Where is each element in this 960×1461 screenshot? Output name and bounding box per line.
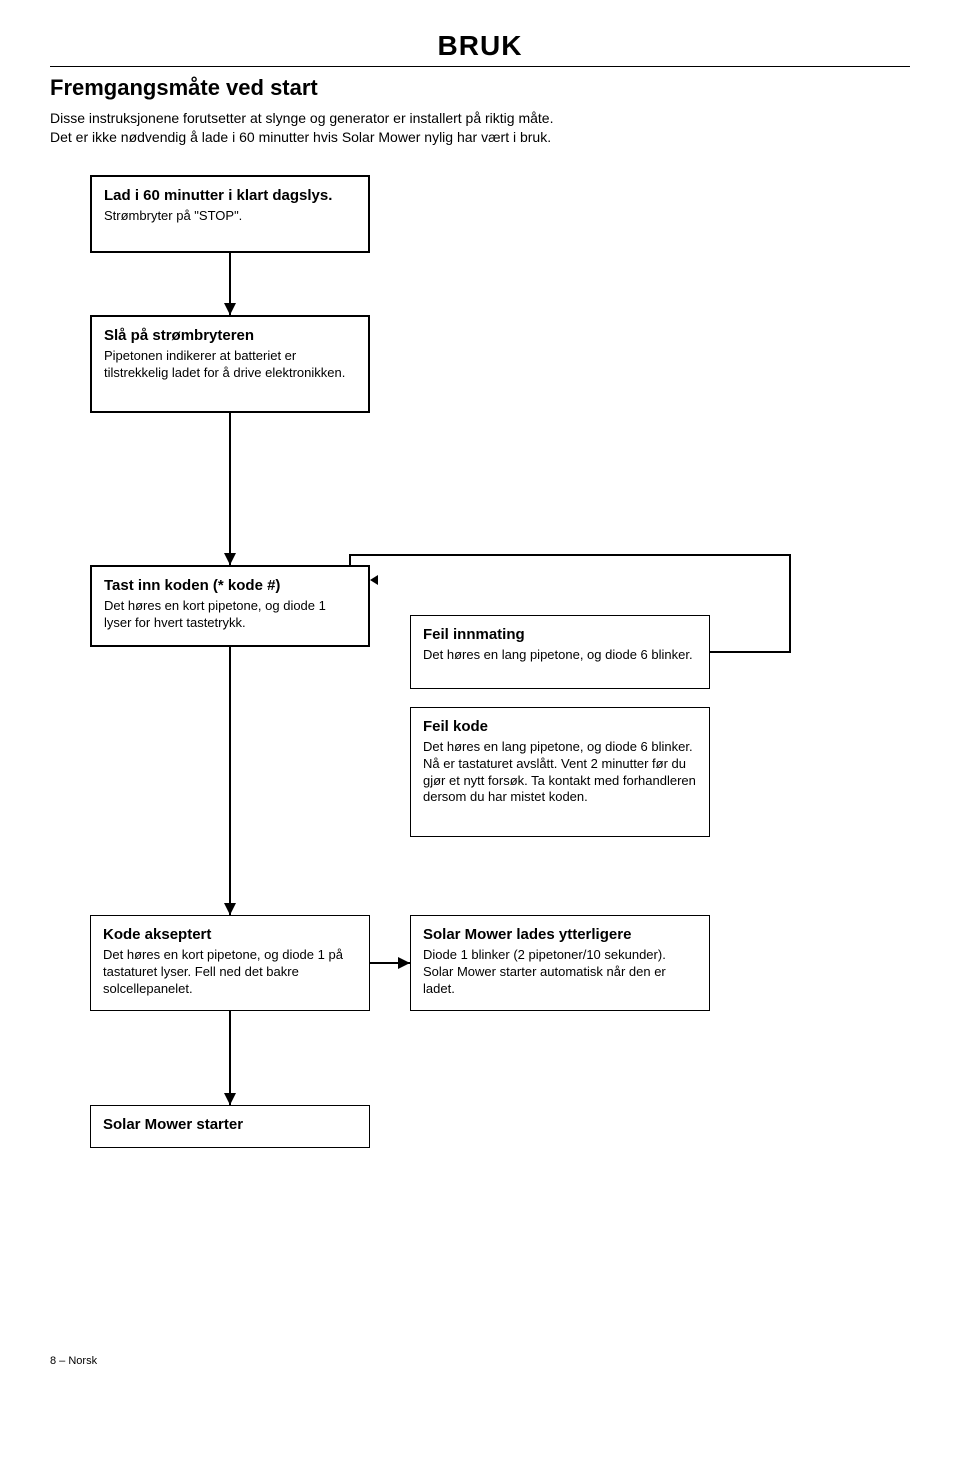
- page-footer: 8 – Norsk: [50, 1355, 910, 1367]
- flow-box-b1: Lad i 60 minutter i klart dagslys. Strømb…: [90, 175, 370, 253]
- flow-box-b6: Kode akseptert Det høres en kort pipetone…: [90, 915, 370, 1011]
- flow-box-b3: Tast inn koden (* kode #) Det høres en ko…: [90, 565, 370, 647]
- flow-box-body: Strømbryter på "STOP".: [104, 208, 356, 225]
- flow-box-body: Det høres en lang pipetone, og diode 6 b…: [423, 739, 697, 807]
- page-title: BRUK: [50, 30, 910, 62]
- flowchart: Lad i 60 minutter i klart dagslys. Strømb…: [50, 175, 910, 1315]
- flow-box-title: Solar Mower lades ytterligere: [423, 926, 697, 943]
- flow-box-title: Feil innmating: [423, 626, 697, 643]
- flow-box-b4: Feil innmating Det høres en lang pipetone…: [410, 615, 710, 689]
- flow-box-body: Det høres en lang pipetone, og diode 6 b…: [423, 647, 697, 664]
- flow-box-body: Diode 1 blinker (2 pipetoner/10 sekunder…: [423, 947, 697, 998]
- flow-box-b5: Feil kode Det høres en lang pipetone, og …: [410, 707, 710, 837]
- flow-box-title: Kode akseptert: [103, 926, 357, 943]
- flow-box-body: Pipetonen indikerer at batteriet er tils…: [104, 348, 356, 382]
- flow-box-body: Det høres en kort pipetone, og diode 1 l…: [104, 598, 356, 632]
- section-heading: Fremgangsmåte ved start: [50, 75, 910, 101]
- flow-box-title: Slå på strømbryteren: [104, 327, 356, 344]
- flow-box-title: Tast inn koden (* kode #): [104, 577, 356, 594]
- flow-box-title: Lad i 60 minutter i klart dagslys.: [104, 187, 356, 204]
- flow-box-b7: Solar Mower lades ytterligere Diode 1 bli…: [410, 915, 710, 1011]
- flow-box-b2: Slå på strømbryteren Pipetonen indikerer …: [90, 315, 370, 413]
- flow-box-title: Solar Mower starter: [103, 1116, 357, 1133]
- rule-top: [50, 66, 910, 67]
- flow-box-body: Det høres en kort pipetone, og diode 1 p…: [103, 947, 357, 998]
- flow-box-b8: Solar Mower starter: [90, 1105, 370, 1148]
- flow-box-title: Feil kode: [423, 718, 697, 735]
- intro-text: Disse instruksjonene forutsetter at slyn…: [50, 109, 570, 147]
